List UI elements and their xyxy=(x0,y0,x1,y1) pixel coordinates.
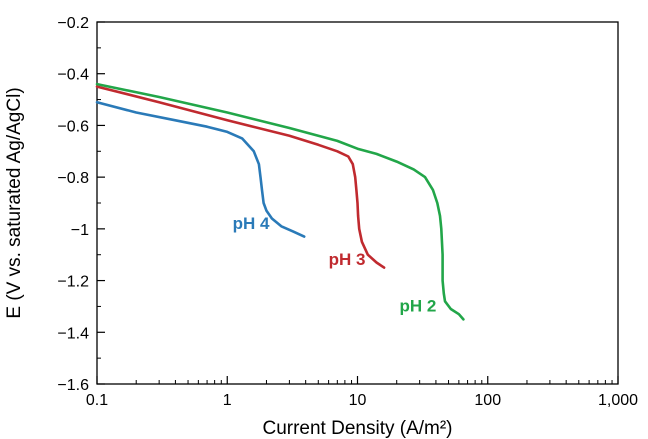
y-tick-label: −1.6 xyxy=(57,377,89,394)
series-label-ph3: pH 3 xyxy=(329,250,366,269)
x-axis: 0.1 1 10 100 1,000 xyxy=(86,376,638,409)
x-tick-label: 1 xyxy=(223,392,232,409)
y-tick-label: −1.2 xyxy=(57,274,89,291)
y-tick-label: −0.6 xyxy=(57,118,89,135)
y-axis: −0.2 −0.4 −0.6 −0.8 −1 −1.2 −1.4 −1.6 xyxy=(57,15,105,394)
y-tick-label: −0.8 xyxy=(57,170,89,187)
x-tick-label: 10 xyxy=(349,392,367,409)
y-tick-label: −0.2 xyxy=(57,15,89,32)
x-tick-label: 100 xyxy=(474,392,501,409)
series-line-ph4 xyxy=(95,100,306,238)
y-tick-label: −1.4 xyxy=(57,325,89,342)
y-tick-label: −1 xyxy=(71,222,89,239)
x-tick-label: 0.1 xyxy=(86,392,108,409)
x-axis-title: Current Density (A/m²) xyxy=(262,418,452,439)
series-line-ph2 xyxy=(95,82,465,321)
y-axis-title: E (V vs. saturated Ag/AgCl) xyxy=(4,87,25,318)
series-label-ph4: pH 4 xyxy=(233,214,270,233)
series-line-ph3 xyxy=(95,85,386,269)
series-layer: pH 4 pH 3 pH 2 xyxy=(95,82,465,321)
series-label-ph2: pH 2 xyxy=(399,297,436,316)
y-tick-label: −0.4 xyxy=(57,67,89,84)
x-tick-label: 1,000 xyxy=(598,392,638,409)
